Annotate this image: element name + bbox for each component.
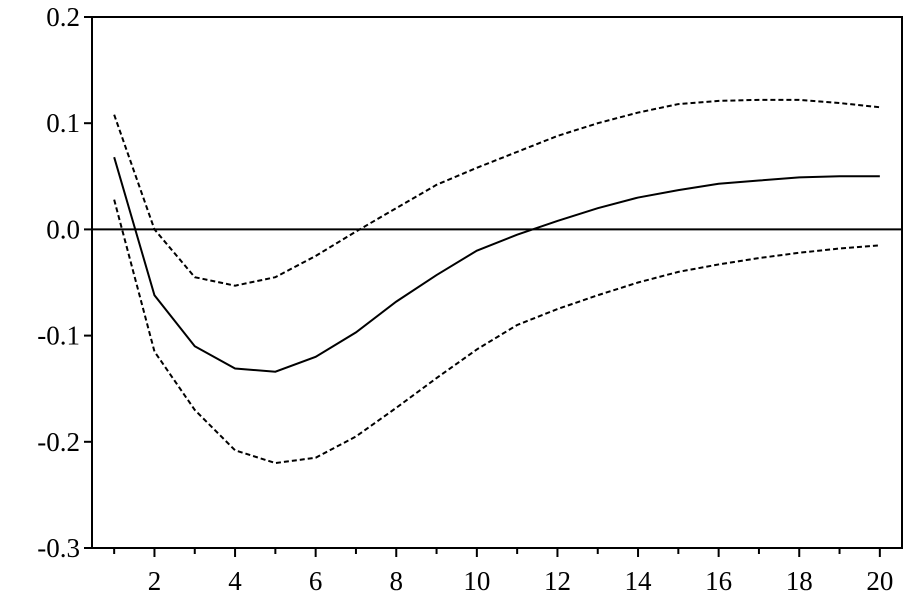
x-tick-label: 4 [228, 566, 242, 596]
y-tick-label: 0.1 [46, 108, 80, 138]
x-tick-label: 14 [625, 566, 653, 596]
y-tick-label: -0.2 [37, 427, 80, 457]
y-tick-label: -0.3 [37, 533, 80, 563]
x-tick-label: 12 [544, 566, 571, 596]
x-tick-label: 2 [148, 566, 162, 596]
x-tick-label: 6 [309, 566, 323, 596]
x-tick-label: 20 [866, 566, 893, 596]
series-line [113, 199, 880, 465]
x-tick-label: 18 [786, 566, 813, 596]
series-line [113, 156, 880, 373]
y-tick-label: 0.2 [46, 2, 80, 32]
x-tick-label: 10 [463, 566, 490, 596]
y-tick-label: -0.1 [37, 321, 80, 351]
y-tick-label: 0.0 [46, 214, 80, 244]
x-tick-label: 16 [705, 566, 732, 596]
x-tick-label: 8 [390, 566, 404, 596]
series-line [113, 98, 880, 287]
plot-frame [91, 16, 903, 549]
